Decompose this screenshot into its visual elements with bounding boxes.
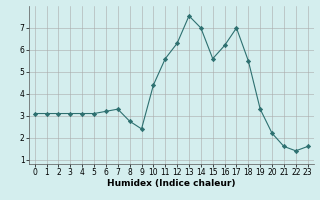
X-axis label: Humidex (Indice chaleur): Humidex (Indice chaleur): [107, 179, 236, 188]
